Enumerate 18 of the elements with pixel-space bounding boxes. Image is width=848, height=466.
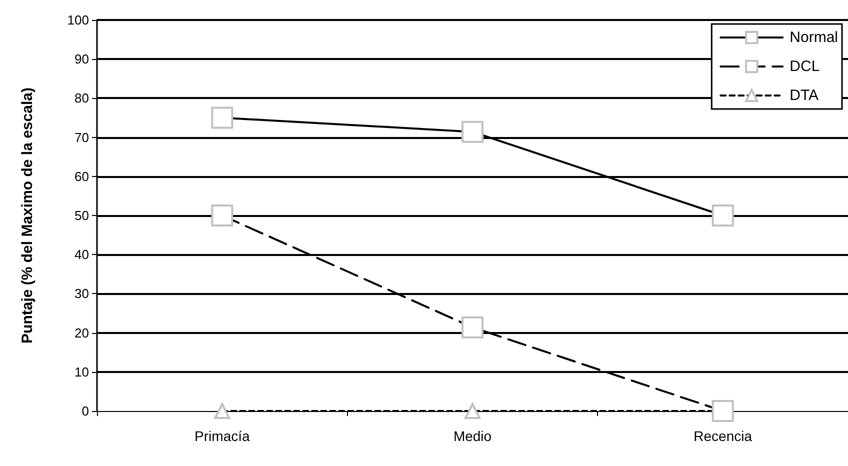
y-tick-label: 60 xyxy=(74,168,89,184)
y-tick-label: 70 xyxy=(74,130,89,145)
y-tick-label: 40 xyxy=(74,247,89,262)
y-tick-label: 10 xyxy=(74,364,89,380)
y-tick-label: 100 xyxy=(67,12,89,28)
x-tick-label: Recencia xyxy=(694,428,752,444)
y-tick-label: 0 xyxy=(82,404,89,418)
y-tick-label: 20 xyxy=(74,325,89,340)
y-axis-title: Puntaje (% del Maximo de la escala) xyxy=(19,88,36,344)
y-tick-label: 50 xyxy=(74,208,89,223)
y-tick-label: 90 xyxy=(74,52,89,67)
legend-label: Normal xyxy=(790,29,838,46)
legend-label: DTA xyxy=(790,87,819,104)
y-tick-label: 80 xyxy=(74,90,89,106)
y-tick-label: 30 xyxy=(74,286,89,302)
legend-label: DCL xyxy=(790,58,820,75)
x-tick-label: Primacía xyxy=(194,428,250,444)
x-tick-label: Medio xyxy=(453,428,492,444)
